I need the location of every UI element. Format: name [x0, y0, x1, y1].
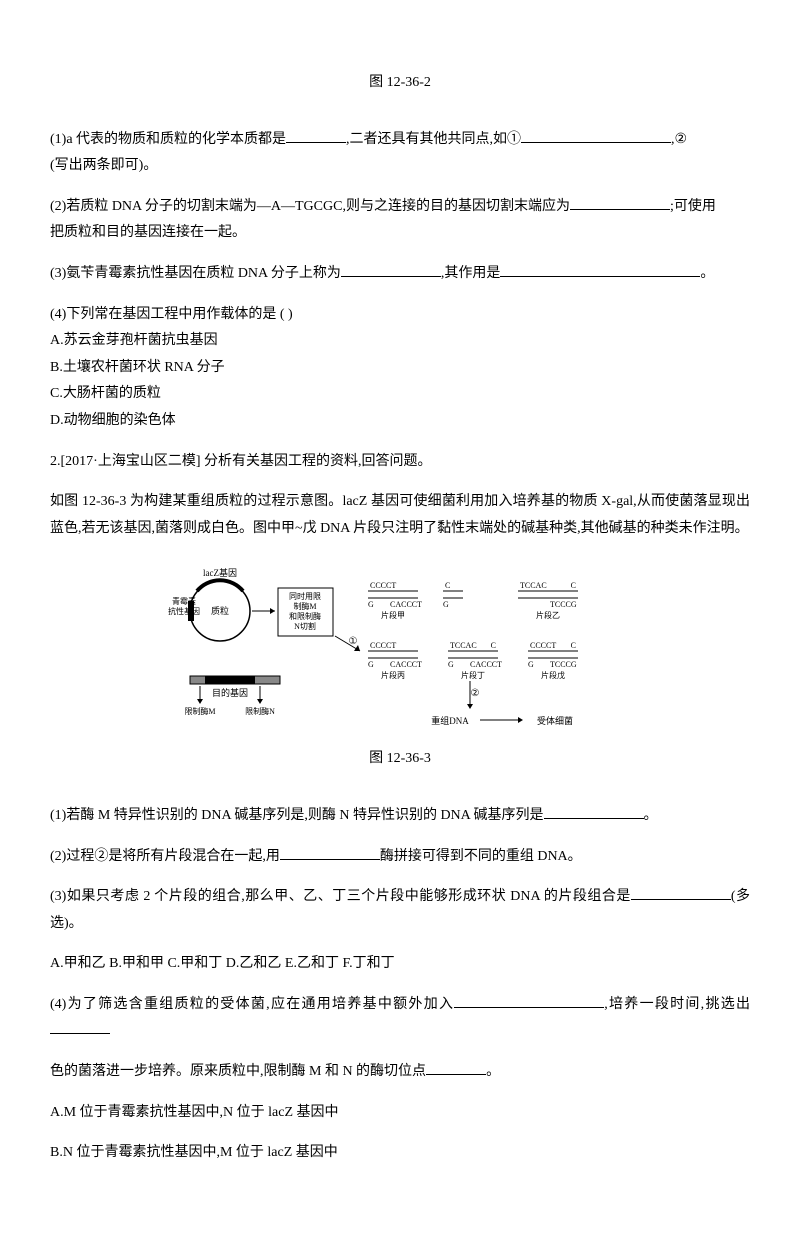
question-8-line1: (4)为了筛选含重组质粒的受体菌,应在通用培养基中额外加入 ,培养一段时间,挑选出: [50, 992, 750, 1045]
blank: [286, 128, 346, 143]
q1-mid2: ,②: [671, 132, 687, 147]
frag-bing: 片段丙: [381, 670, 405, 680]
frag-wu: 片段戊: [541, 670, 565, 680]
circle-2: ②: [471, 688, 480, 699]
enzyme-box-4: N切割: [294, 621, 316, 631]
question-6: (2)过程②是将所有片段混合在一起,用 酶拼接可得到不同的重组 DNA。: [50, 844, 750, 871]
q4-optC: C.大肠杆菌的质粒: [50, 381, 750, 408]
diagram-12-36-3: lacZ基因 青霉素 抗性基因 质粒 同时用限 制酶M 和限制酶 N切割 CCC…: [50, 556, 750, 736]
blank: [426, 1060, 486, 1075]
question-8-line2: 色的菌落进一步培养。原来质粒中,限制酶 M 和 N 的酶切位点 。: [50, 1059, 750, 1086]
question-5: (1)若酶 M 特异性识别的 DNA 碱基序列是,则酶 N 特异性识别的 DNA…: [50, 803, 750, 830]
q1-tail: (写出两条即可)。: [50, 158, 157, 173]
seq: G: [528, 660, 534, 669]
q8-line2a: 色的菌落进一步培养。原来质粒中,限制酶 M 和 N 的酶切位点: [50, 1064, 426, 1079]
figure-label-2: 图 12-36-3: [50, 746, 750, 773]
problem-2-body: 如图 12-36-3 为构建某重组质粒的过程示意图。lacZ 基因可使细菌利用加…: [50, 489, 750, 542]
q8-line2b: 。: [486, 1064, 500, 1079]
seq: C: [491, 641, 496, 650]
q6-lead: (2)过程②是将所有片段混合在一起,用: [50, 849, 280, 864]
blank: [50, 1019, 110, 1034]
seq: TCCCG: [550, 600, 577, 609]
blank: [454, 993, 604, 1008]
penicillin-label-2: 抗性基因: [168, 606, 200, 616]
problem-2-head: 2.[2017·上海宝山区二模] 分析有关基因工程的资料,回答问题。: [50, 449, 750, 476]
q4-optD: D.动物细胞的染色体: [50, 408, 750, 435]
q3-lead: (3)氨苄青霉素抗性基因在质粒 DNA 分子上称为: [50, 266, 341, 281]
seq: CCCCT: [530, 641, 556, 650]
seq: CCCCT: [370, 641, 396, 650]
blank: [280, 845, 380, 860]
blank: [341, 262, 441, 277]
blank: [500, 262, 700, 277]
blank: [570, 195, 670, 210]
seq: TCCCG: [550, 660, 577, 669]
q7-lead: (3)如果只考虑 2 个片段的组合,那么甲、乙、丁三个片段中能够形成环状 DNA…: [50, 889, 631, 904]
q1-lead: (1)a 代表的物质和质粒的化学本质都是: [50, 132, 286, 147]
q3-mid: ,其作用是: [441, 266, 501, 281]
enzyme-n: 限制酶N: [245, 706, 275, 716]
q6-tail: 酶拼接可得到不同的重组 DNA。: [380, 849, 582, 864]
q2-mid: ;可使用: [670, 199, 716, 214]
seq: C: [571, 581, 576, 590]
seq: CACCCT: [470, 660, 502, 669]
seq: CACCCT: [390, 600, 422, 609]
plasmid-center: 质粒: [211, 605, 229, 616]
enzyme-box-1: 同时用限: [289, 591, 321, 601]
blank: [544, 804, 644, 819]
seq: G: [368, 660, 374, 669]
seq: CACCCT: [390, 660, 422, 669]
seq: G: [368, 600, 374, 609]
enzyme-box-3: 和限制酶: [289, 611, 321, 621]
q1-mid1: ,二者还具有其他共同点,如①: [346, 132, 521, 147]
q2-lead: (2)若质粒 DNA 分子的切割末端为—A—TGCGC,则与之连接的目的基因切割…: [50, 199, 570, 214]
q8-line1b: ,培养一段时间,挑选出: [604, 997, 750, 1012]
lacz-label: lacZ基因: [203, 567, 237, 578]
recomb-dna: 重组DNA: [431, 715, 469, 726]
enzyme-box-2: 制酶M: [293, 601, 316, 611]
seq: G: [448, 660, 454, 669]
frag-jia: 片段甲: [381, 610, 405, 620]
target-gene: 目的基因: [212, 687, 248, 698]
question-7-opts: A.甲和乙 B.甲和甲 C.甲和丁 D.乙和乙 E.乙和丁 F.丁和丁: [50, 951, 750, 978]
question-1: (1)a 代表的物质和质粒的化学本质都是 ,二者还具有其他共同点,如① ,② (写出…: [50, 127, 750, 180]
receptor: 受体细菌: [537, 715, 573, 726]
q3-tail: 。: [700, 266, 714, 281]
q8-optB: B.N 位于青霉素抗性基因中,M 位于 lacZ 基因中: [50, 1140, 750, 1167]
seq: CCCCT: [370, 581, 396, 590]
figure-label-1: 图 12-36-2: [50, 70, 750, 97]
q2-tail: 把质粒和目的基因连接在一起。: [50, 225, 246, 240]
q5-tail: 。: [644, 808, 658, 823]
seq: C: [445, 581, 450, 590]
enzyme-m: 限制酶M: [184, 706, 215, 716]
q8-optA: A.M 位于青霉素抗性基因中,N 位于 lacZ 基因中: [50, 1100, 750, 1127]
seq: TCCAC: [450, 641, 477, 650]
seq: TCCAC: [520, 581, 547, 590]
seq: G: [443, 600, 449, 609]
question-4: (4)下列常在基因工程中用作载体的是 ( ) A.苏云金芽孢杆菌抗虫基因 B.土…: [50, 302, 750, 435]
q4-optA: A.苏云金芽孢杆菌抗虫基因: [50, 328, 750, 355]
question-7: (3)如果只考虑 2 个片段的组合,那么甲、乙、丁三个片段中能够形成环状 DNA…: [50, 884, 750, 937]
q8-line1a: (4)为了筛选含重组质粒的受体菌,应在通用培养基中额外加入: [50, 997, 454, 1012]
seq: C: [571, 641, 576, 650]
q5-lead: (1)若酶 M 特异性识别的 DNA 碱基序列是,则酶 N 特异性识别的 DNA…: [50, 808, 544, 823]
frag-yi: 片段乙: [536, 610, 560, 620]
question-2: (2)若质粒 DNA 分子的切割末端为—A—TGCGC,则与之连接的目的基因切割…: [50, 194, 750, 247]
blank: [631, 885, 731, 900]
q4-optB: B.土壤农杆菌环状 RNA 分子: [50, 355, 750, 382]
frag-ding: 片段丁: [461, 670, 485, 680]
question-3: (3)氨苄青霉素抗性基因在质粒 DNA 分子上称为 ,其作用是 。: [50, 261, 750, 288]
blank: [521, 128, 671, 143]
q4-lead: (4)下列常在基因工程中用作载体的是 ( ): [50, 302, 750, 329]
